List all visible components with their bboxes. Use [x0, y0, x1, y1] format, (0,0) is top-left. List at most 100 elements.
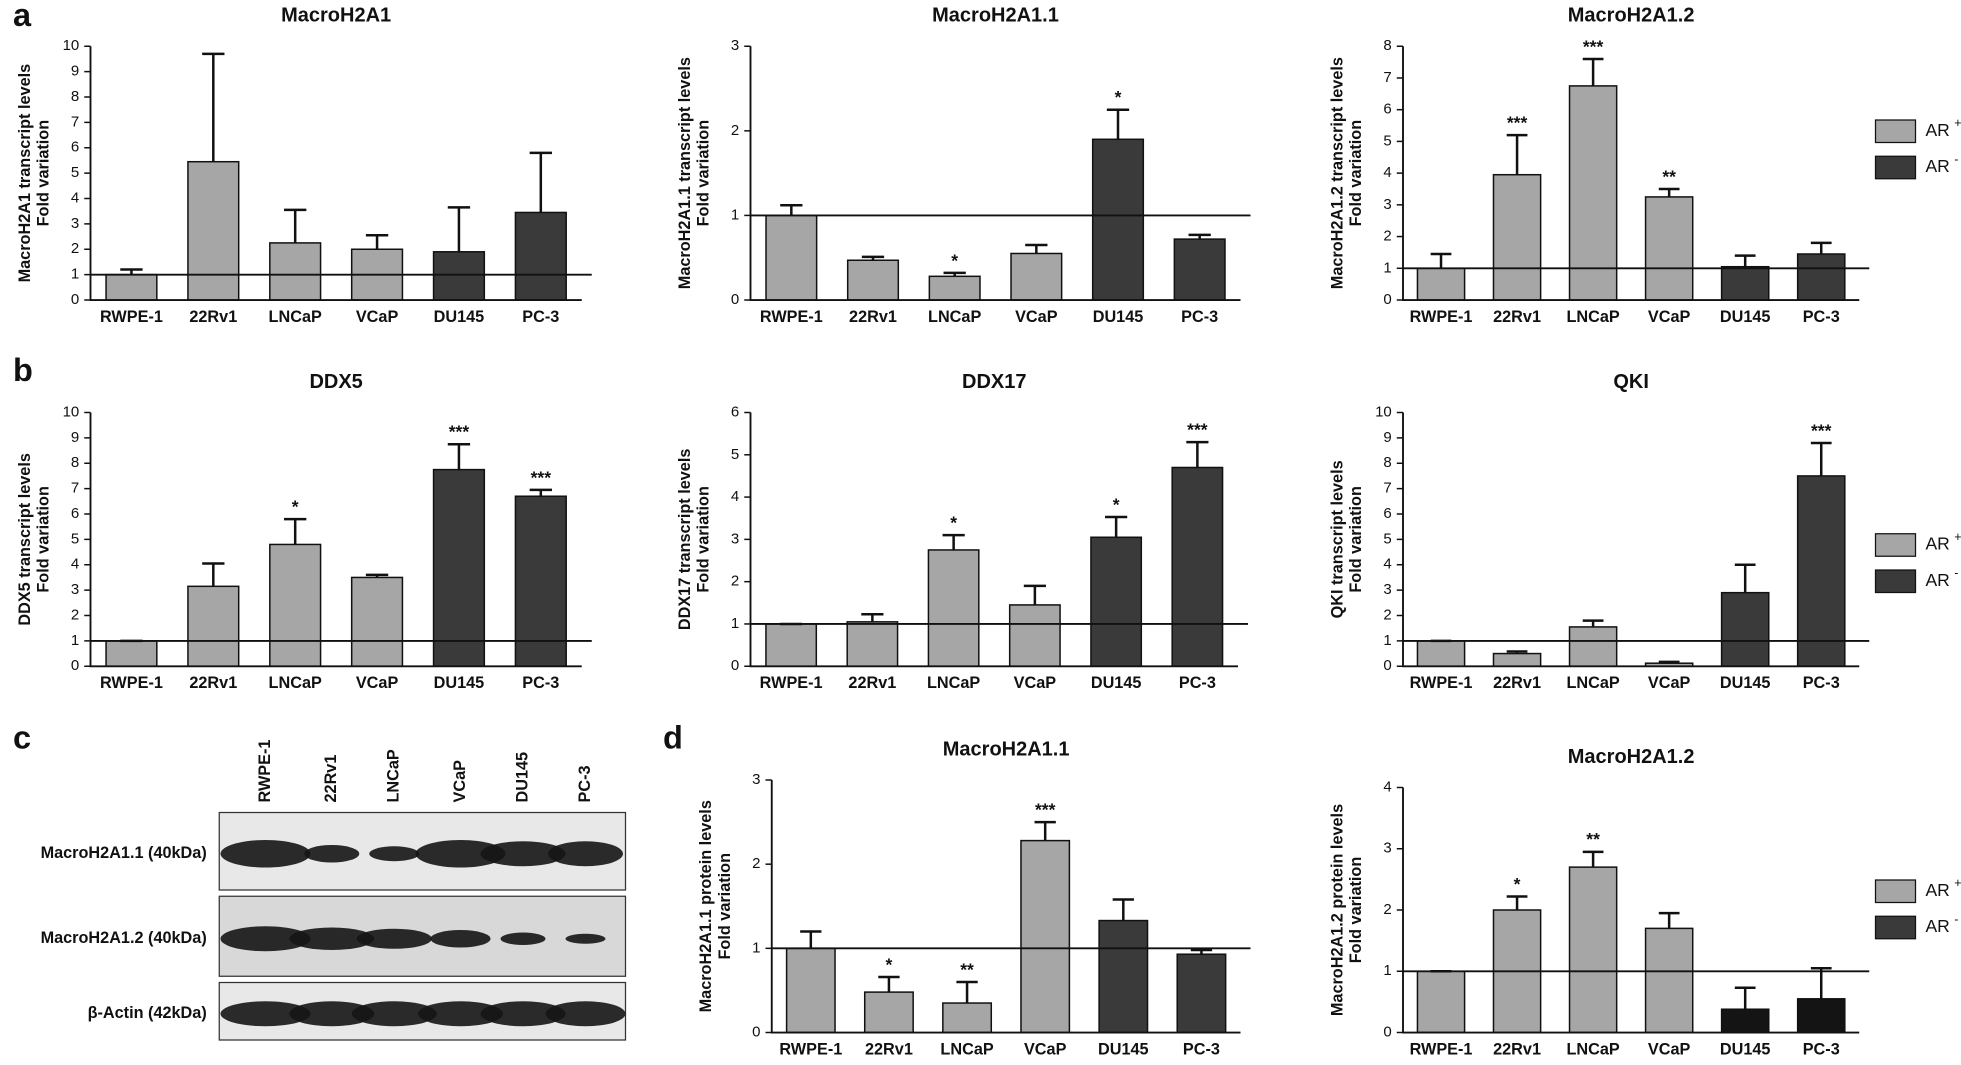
error-bar — [529, 488, 552, 497]
y-tick-label: 6 — [71, 505, 79, 522]
y-tick-label: 1 — [752, 939, 760, 956]
legend-label: AR — [1926, 570, 1950, 590]
bar — [432, 251, 486, 301]
y-tick-label: 2 — [1383, 228, 1391, 245]
y-tick-label: 7 — [1383, 69, 1391, 86]
lane-label: PC-3 — [576, 765, 594, 802]
bar — [1492, 652, 1542, 667]
x-tick-label: VCaP — [1648, 1040, 1691, 1058]
x-tick-label: PC-3 — [1179, 674, 1216, 692]
bar — [1010, 252, 1063, 301]
significance: *** — [1035, 799, 1056, 819]
error-bar — [1186, 440, 1209, 468]
x-tick-label: 22Rv1 — [1493, 1040, 1541, 1058]
error-bar — [1658, 911, 1680, 929]
error-bar — [1112, 898, 1134, 921]
error-bar — [1582, 850, 1604, 868]
error-bar — [202, 562, 225, 587]
axes — [749, 412, 1238, 668]
error-bar — [447, 206, 471, 252]
y-tick-label: 6 — [1383, 505, 1391, 522]
chart-title: MacroH2A1 — [281, 5, 391, 27]
error-bar — [1190, 948, 1213, 955]
legend-sup: + — [1954, 530, 1961, 544]
error-bar — [1023, 584, 1046, 605]
blot-band — [289, 1001, 375, 1027]
blot-band — [500, 932, 546, 945]
x-tick-label: LNCaP — [928, 308, 981, 326]
y-tick-label: 0 — [1383, 657, 1391, 674]
significance: ** — [1662, 166, 1676, 186]
y-tick-label: 3 — [731, 37, 739, 54]
x-tick-label: LNCaP — [1566, 308, 1619, 326]
legend-swatch — [1874, 879, 1917, 904]
bar — [1171, 466, 1224, 667]
bar — [1098, 919, 1149, 1034]
legend-label: AR — [1926, 916, 1950, 936]
blot-band — [356, 928, 432, 949]
legend-sup: - — [1954, 566, 1958, 580]
error-bar — [1025, 243, 1048, 254]
y-tick-label: 9 — [71, 63, 79, 80]
blot-band — [220, 1001, 311, 1027]
error-bar — [284, 517, 307, 545]
significance: *** — [1187, 419, 1208, 439]
y-tick-label: 1 — [71, 632, 79, 649]
bar — [1796, 998, 1846, 1034]
panel-letter: d — [663, 720, 683, 756]
bar — [514, 495, 567, 667]
error-bar — [1034, 820, 1056, 841]
y-tick-label: 0 — [752, 1023, 760, 1040]
x-tick-label: LNCaP — [269, 674, 322, 692]
y-tick-label: 2 — [752, 855, 760, 872]
bar — [1720, 265, 1770, 301]
y-tick-label: 1 — [1383, 632, 1391, 649]
chart-title: DDX17 — [962, 371, 1026, 393]
x-tick-label: LNCaP — [1566, 674, 1619, 692]
y-tick-label: 4 — [1383, 778, 1391, 795]
x-tick-label: RWPE-1 — [760, 674, 823, 692]
y-axis-label: Fold variation — [695, 486, 713, 593]
error-bar — [1506, 133, 1528, 175]
blot-band — [220, 840, 311, 868]
y-axis-label: Fold variation — [695, 120, 713, 227]
y-tick-label: 4 — [71, 556, 79, 573]
significance: * — [1514, 874, 1521, 894]
bar — [187, 585, 240, 667]
bar — [1090, 536, 1143, 667]
chart-title: MacroH2A1.1 — [943, 738, 1070, 760]
legend-sup: - — [1954, 152, 1958, 166]
lane-label: LNCaP — [385, 749, 403, 802]
significance: * — [886, 954, 893, 974]
axes — [89, 412, 582, 668]
y-tick-label: 2 — [71, 240, 79, 257]
y-axis-label: Fold variation — [1347, 857, 1365, 964]
y-tick-label: 6 — [71, 139, 79, 156]
y-tick-label: 6 — [731, 403, 739, 420]
bar — [1091, 138, 1145, 301]
bar — [765, 623, 818, 667]
blot-band — [548, 841, 623, 867]
y-tick-label: 6 — [1383, 101, 1391, 118]
x-tick-label: LNCaP — [269, 308, 322, 326]
x-tick-label: PC-3 — [1803, 674, 1840, 692]
bar — [1720, 591, 1770, 668]
blot-band — [415, 840, 506, 868]
bar — [846, 259, 900, 301]
legend-sup: + — [1954, 876, 1961, 890]
bar — [1416, 640, 1466, 668]
error-bar — [1734, 986, 1756, 1010]
x-tick-label: 22Rv1 — [189, 674, 237, 692]
axes — [770, 780, 1241, 1034]
significance: * — [951, 250, 958, 270]
y-tick-label: 1 — [731, 206, 739, 223]
panel-letter: a — [13, 0, 32, 33]
lane-label: RWPE-1 — [256, 740, 274, 803]
error-bar — [956, 980, 978, 1004]
significance: ** — [1586, 829, 1600, 849]
x-tick-label: 22Rv1 — [189, 308, 237, 326]
significance: *** — [1583, 36, 1604, 56]
x-tick-label: 22Rv1 — [865, 1040, 913, 1058]
axes — [1402, 787, 1860, 1034]
x-tick-label: VCaP — [1024, 1040, 1067, 1058]
